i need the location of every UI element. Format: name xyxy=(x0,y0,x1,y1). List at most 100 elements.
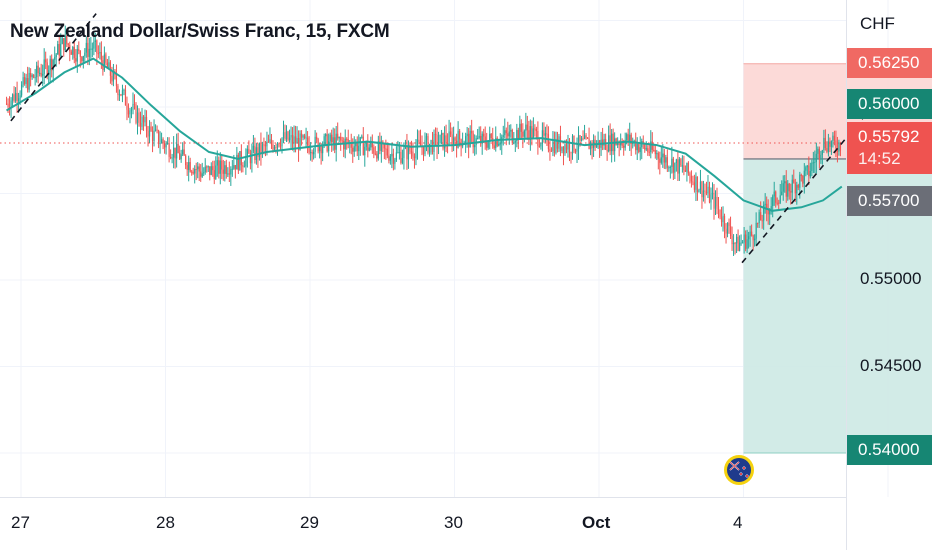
bar-countdown: 14:52 xyxy=(858,149,901,168)
candle-body xyxy=(465,136,467,144)
candle-body xyxy=(657,153,659,159)
candle-body xyxy=(735,236,738,244)
candle-body xyxy=(738,242,741,251)
candle-body xyxy=(108,62,110,68)
candle-body xyxy=(707,186,709,194)
candle-body xyxy=(672,158,674,173)
candle-body xyxy=(734,242,736,244)
candle-body xyxy=(42,73,44,76)
candle-body xyxy=(773,191,775,197)
candle-body xyxy=(63,38,65,51)
candle-body xyxy=(338,136,340,139)
candle-body xyxy=(620,142,622,146)
candle-body xyxy=(111,75,113,82)
candle-body xyxy=(145,116,148,131)
candle-body xyxy=(543,130,545,136)
candle-body xyxy=(443,135,446,149)
candle-body xyxy=(186,165,188,170)
candle-body xyxy=(489,133,491,141)
last-price-badge[interactable]: 0.55792 14:52 xyxy=(847,122,932,174)
candle-body xyxy=(582,138,584,140)
candle-body xyxy=(236,154,238,170)
candle-body xyxy=(320,145,322,154)
candle-body xyxy=(377,141,379,159)
trendline xyxy=(10,13,97,122)
candle-body xyxy=(602,139,604,146)
candle-body xyxy=(115,75,118,86)
candle-body xyxy=(160,139,163,144)
candle-body xyxy=(204,166,206,173)
candle-body xyxy=(483,133,485,137)
candle-body xyxy=(788,183,790,192)
x-tick-label: 4 xyxy=(733,513,743,532)
candle-body xyxy=(147,130,149,137)
candle-body xyxy=(529,126,531,141)
candle-body xyxy=(433,133,435,153)
candle-body xyxy=(284,132,286,140)
candle-body xyxy=(278,143,280,146)
candle-body xyxy=(400,152,402,163)
candle-body xyxy=(800,174,802,176)
candle-body xyxy=(133,103,136,105)
candle-body xyxy=(532,128,534,138)
candle-body xyxy=(325,134,327,137)
candle-body xyxy=(337,133,339,139)
candle-body xyxy=(31,75,33,78)
candle-body xyxy=(231,168,233,170)
candle-body xyxy=(55,54,57,58)
candle-body xyxy=(416,139,419,149)
candle-body xyxy=(13,94,15,101)
candle-body xyxy=(574,150,577,152)
candle-body xyxy=(449,131,452,135)
candle-body xyxy=(784,181,786,184)
candle-body xyxy=(687,162,690,174)
candle-body xyxy=(257,147,259,157)
candle-body xyxy=(663,153,665,163)
candle-body xyxy=(805,167,807,171)
candle-body xyxy=(830,141,833,147)
candle-body xyxy=(210,166,212,175)
candle-body xyxy=(367,141,369,151)
candle-body xyxy=(138,112,140,123)
candle-body xyxy=(254,145,256,160)
candle-body xyxy=(462,143,464,147)
candle-body xyxy=(650,141,652,153)
price-axis-separator xyxy=(846,0,847,550)
candle-body xyxy=(189,162,191,172)
candle-body xyxy=(142,116,145,123)
candle-body xyxy=(66,35,68,44)
entry-price-badge: 0.55700 xyxy=(847,186,932,216)
candle-body xyxy=(82,56,84,62)
candle-body xyxy=(540,143,542,147)
stop-price-badge: 0.56250 xyxy=(847,48,932,78)
candle-body xyxy=(97,53,99,55)
candle-body xyxy=(192,171,194,174)
candle-body xyxy=(195,169,197,171)
candle-body xyxy=(713,192,715,209)
candle-body xyxy=(767,209,769,215)
candle-body xyxy=(820,154,822,159)
candle-body xyxy=(331,134,333,143)
candle-body xyxy=(821,149,823,155)
candle-body xyxy=(722,215,724,223)
candle-body xyxy=(836,148,839,152)
candle-body xyxy=(168,143,170,157)
candle-body xyxy=(802,175,804,184)
flag-star xyxy=(745,474,749,478)
candle-body xyxy=(159,143,161,145)
candle-body xyxy=(809,171,811,177)
candle-body xyxy=(260,142,262,154)
candle-body xyxy=(308,145,310,153)
candle-body xyxy=(644,144,646,150)
candle-body xyxy=(653,149,655,151)
candle-body xyxy=(174,147,176,159)
candle-body xyxy=(757,222,759,224)
candle-body xyxy=(43,59,45,74)
candle-body xyxy=(505,130,507,134)
candle-body xyxy=(737,236,739,251)
candle-body xyxy=(534,128,536,130)
candle-body xyxy=(728,222,730,227)
candle-body xyxy=(797,184,799,188)
candle-body xyxy=(135,104,137,123)
